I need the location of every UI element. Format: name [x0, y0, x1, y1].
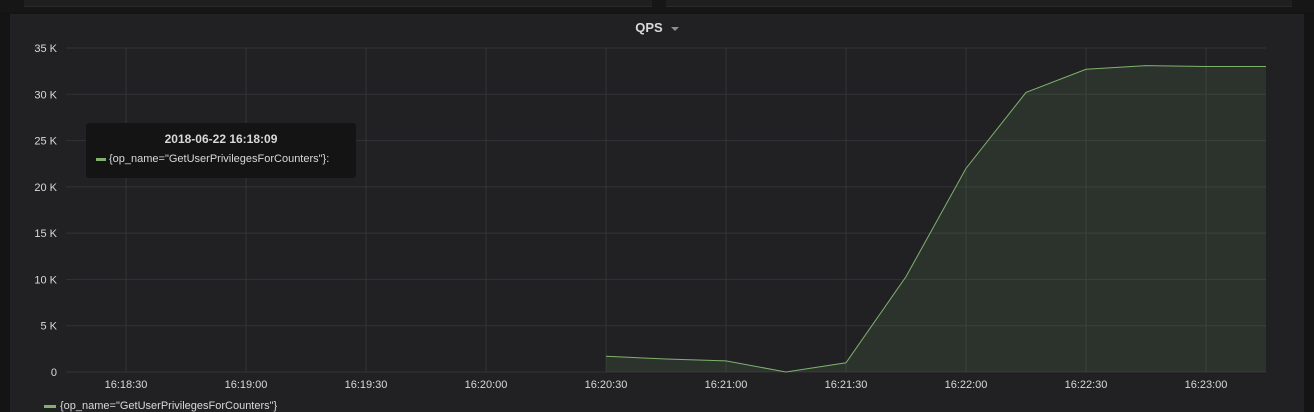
- series-point: [1085, 68, 1087, 70]
- y-tick-label: 5 K: [40, 321, 57, 333]
- series-point: [1265, 65, 1267, 67]
- y-tick-label: 35 K: [34, 43, 57, 55]
- y-tick-label: 25 K: [34, 136, 57, 148]
- chevron-down-icon: [670, 26, 679, 31]
- y-tick-label: 15 K: [34, 228, 57, 240]
- y-axis: 0 5 K 10 K 15 K 20 K 25 K 30 K 35 K: [34, 43, 57, 379]
- x-tick-label: 16:23:00: [1185, 379, 1228, 391]
- tooltip-time: 2018-06-22 16:18:09: [164, 132, 278, 146]
- series-line: [605, 65, 1266, 373]
- series-layer: [605, 64, 1267, 373]
- x-tick-label: 16:20:00: [465, 379, 508, 391]
- legend-color-swatch: [44, 404, 56, 408]
- x-tick-label: 16:18:30: [105, 379, 148, 391]
- tooltip-series: {op_name="GetUserPrivilegesForCounters"}…: [96, 153, 329, 165]
- x-tick-label: 16:19:30: [345, 379, 388, 391]
- x-tick-label: 16:21:30: [825, 379, 868, 391]
- legend-item[interactable]: {op_name="GetUserPrivilegesForCounters"}: [44, 400, 277, 412]
- series-point: [1025, 91, 1027, 93]
- y-tick-label: 10 K: [34, 274, 57, 286]
- x-tick-label: 16:21:00: [705, 379, 748, 391]
- tooltip-series-label: {op_name="GetUserPrivilegesForCounters"}…: [109, 153, 330, 165]
- qps-panel: [10, 14, 1304, 412]
- series-area: [606, 65, 1266, 373]
- series-point: [1145, 64, 1147, 66]
- series-point: [1205, 65, 1207, 67]
- panel-edge-left: [24, 0, 652, 7]
- x-tick-label: 16:19:00: [225, 379, 268, 391]
- top-panel-strip: [0, 0, 1314, 12]
- series-point: [605, 355, 607, 357]
- series-point: [725, 360, 727, 362]
- x-tick-label: 16:22:00: [945, 379, 988, 391]
- series-point: [845, 362, 847, 364]
- series-color-swatch: [96, 157, 106, 161]
- y-tick-label: 30 K: [34, 89, 57, 101]
- x-axis: 16:18:30 16:19:00 16:19:30 16:20:00 16:20:30…: [105, 379, 1228, 391]
- x-tick-label: 16:22:30: [1065, 379, 1108, 391]
- series-point: [965, 167, 967, 169]
- legend-item-label: {op_name="GetUserPrivilegesForCounters"}: [60, 400, 278, 412]
- panel-title-menu[interactable]: QPS: [0, 20, 1314, 35]
- hover-tooltip: 2018-06-22 16:18:09 {op_name="GetUserPri…: [86, 123, 356, 178]
- panel-title: QPS: [635, 20, 663, 35]
- legend: {op_name="GetUserPrivilegesForCounters"}: [44, 400, 277, 412]
- x-tick-label: 16:20:30: [585, 379, 628, 391]
- series-point: [905, 275, 907, 277]
- series-point: [665, 358, 667, 360]
- series-point: [785, 371, 787, 373]
- panel-edge-right: [666, 0, 1292, 7]
- y-tick-label: 0: [51, 367, 57, 379]
- y-tick-label: 20 K: [34, 182, 57, 194]
